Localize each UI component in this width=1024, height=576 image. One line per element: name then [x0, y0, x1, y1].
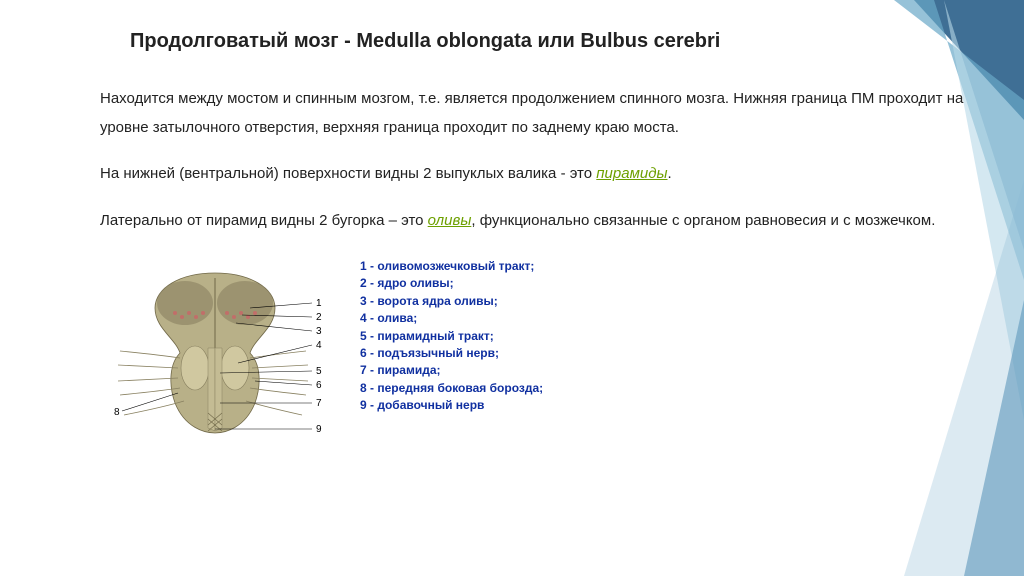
paragraph-2: На нижней (вентральной) поверхности видн…: [100, 160, 964, 189]
legend-item-4: 4 - олива;: [360, 310, 543, 327]
anatomy-diagram: 1 2 3 4 5 6 7 8 9: [100, 253, 330, 443]
para-text: Находится между мостом и спинным мозгом,…: [100, 90, 963, 136]
para-prefix: На нижней (вентральной) поверхности видн…: [100, 165, 596, 182]
paragraph-1: Находится между мостом и спинным мозгом,…: [100, 85, 964, 142]
para-suffix: , функционально связанные с органом равн…: [471, 212, 935, 229]
leader-8: 8: [114, 407, 120, 418]
para-prefix: Латерально от пирамид видны 2 бугорка – …: [100, 212, 428, 229]
para-suffix: .: [668, 165, 672, 182]
legend-item-9: 9 - добавочный нерв: [360, 397, 543, 414]
leader-7: 7: [316, 398, 322, 409]
legend-item-1: 1 - оливомозжечковый тракт;: [360, 258, 543, 275]
slide-title: Продолговатый мозг - Medulla oblongata и…: [130, 30, 964, 53]
legend-item-7: 7 - пирамида;: [360, 362, 543, 379]
highlight-pyramids: пирамиды: [596, 165, 667, 182]
leader-2: 2: [316, 312, 322, 323]
leader-1: 1: [316, 298, 322, 309]
leader-5: 5: [316, 366, 322, 377]
diagram-legend: 1 - оливомозжечковый тракт; 2 - ядро оли…: [360, 253, 543, 415]
paragraph-3: Латерально от пирамид видны 2 бугорка – …: [100, 207, 964, 236]
legend-item-5: 5 - пирамидный тракт;: [360, 328, 543, 345]
highlight-olives: оливы: [428, 212, 472, 229]
legend-item-8: 8 - передняя боковая борозда;: [360, 380, 543, 397]
leader-3: 3: [316, 326, 322, 337]
legend-item-6: 6 - подъязычный нерв;: [360, 345, 543, 362]
leader-4: 4: [316, 340, 322, 351]
legend-item-3: 3 - ворота ядра оливы;: [360, 293, 543, 310]
leader-9: 9: [316, 424, 322, 435]
leader-6: 6: [316, 380, 322, 391]
legend-item-2: 2 - ядро оливы;: [360, 275, 543, 292]
